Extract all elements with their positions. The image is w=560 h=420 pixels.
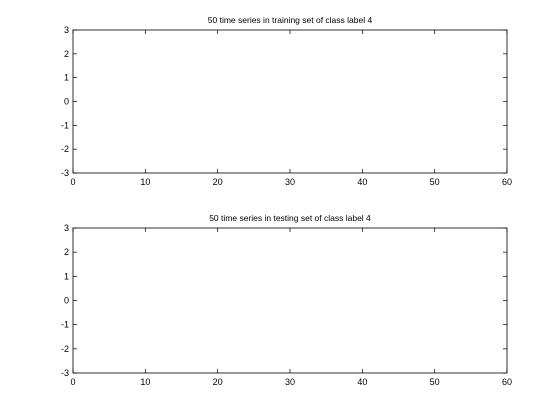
- x-tick-label: 10: [140, 177, 150, 187]
- y-tick-label: -1: [61, 320, 69, 330]
- x-tick-label: 60: [502, 377, 512, 387]
- y-tick-label: -2: [61, 344, 69, 354]
- y-tick-label: -3: [61, 368, 69, 378]
- y-tick-label: -3: [61, 168, 69, 178]
- x-tick-label: 40: [357, 177, 367, 187]
- x-tick-label: 50: [430, 377, 440, 387]
- x-tick-label: 40: [357, 377, 367, 387]
- training-set-panel: 0 10 20 30 40 50 60 -3 -2 -1 0 1 2 3 50 time series in…: [61, 15, 512, 187]
- y-tick-label: -1: [61, 120, 69, 130]
- y-tick-label: 0: [64, 296, 69, 306]
- axes-frame: [72, 227, 508, 374]
- x-tick-label: 50: [430, 177, 440, 187]
- testing-set-panel: 0 10 20 30 40 50 60 -3 -2 -1 0 1 2 3 50 time series in…: [61, 213, 512, 387]
- y-tick-label: 3: [64, 223, 69, 233]
- x-tick-label: 10: [140, 377, 150, 387]
- x-tick-label: 20: [213, 177, 223, 187]
- y-tick-label: 2: [64, 247, 69, 257]
- y-tick-label: 0: [64, 97, 69, 107]
- y-tick-label: 1: [64, 73, 69, 83]
- x-tick-label: 20: [213, 377, 223, 387]
- x-tick-label: 30: [285, 377, 295, 387]
- x-tick-label: 30: [285, 177, 295, 187]
- y-tick-label: 2: [64, 49, 69, 59]
- x-tick-label: 0: [70, 177, 75, 187]
- y-tick-label: 1: [64, 271, 69, 281]
- x-tick-label: 60: [502, 177, 512, 187]
- chart-title: 50 time series in testing set of class l…: [209, 213, 371, 223]
- x-tick-label: 0: [70, 377, 75, 387]
- chart-title: 50 time series in training set of class …: [208, 15, 373, 25]
- y-tick-label: -2: [61, 144, 69, 154]
- y-tick-label: 3: [64, 25, 69, 35]
- axes-frame: [72, 29, 508, 174]
